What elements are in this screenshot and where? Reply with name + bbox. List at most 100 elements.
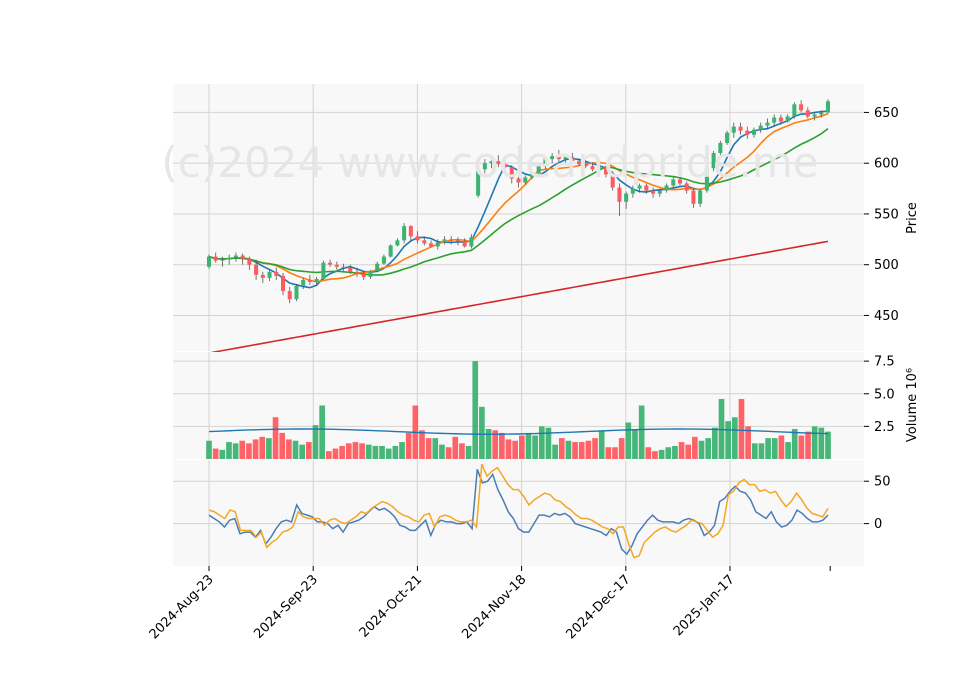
candle-body (583, 164, 588, 167)
candle-body (536, 166, 541, 174)
candle-body (348, 267, 353, 272)
candle-body (745, 130, 750, 135)
candle-body (597, 167, 602, 170)
volume-bar (585, 440, 592, 459)
candle-body (260, 274, 265, 278)
volume-bar (791, 428, 798, 459)
candle-body (684, 183, 689, 191)
volume-bar (771, 438, 778, 459)
candle-body (651, 190, 656, 194)
volume-bar (319, 405, 325, 459)
candle-body (563, 157, 568, 160)
price-tick-label: 550 (874, 207, 899, 222)
price-axis-title: Price (905, 202, 920, 234)
candle-body (799, 104, 804, 111)
candle-body (503, 164, 508, 168)
volume-bar (352, 442, 359, 459)
price-tick-label: 450 (874, 309, 899, 324)
volume-bar (525, 432, 532, 459)
oscillator-tick-label: 50 (874, 475, 891, 490)
volume-bar (232, 443, 239, 459)
volume-bar (665, 447, 672, 459)
moving-average-line (208, 112, 829, 283)
volume-bar (379, 445, 385, 459)
volume-bar (818, 427, 825, 459)
volume-bar (212, 448, 219, 459)
volume-bar (299, 444, 306, 459)
moving-average-line (208, 110, 829, 289)
candle-body (368, 270, 373, 277)
candle-body (287, 291, 292, 300)
volume-bar (638, 405, 645, 459)
volume-bar (505, 439, 512, 459)
candle-body (731, 126, 736, 133)
candle-body (274, 271, 279, 276)
volume-bar (705, 438, 712, 459)
candle-body (785, 116, 790, 122)
candle-body (462, 241, 467, 247)
volume-bar (266, 438, 272, 459)
volume-panel: 2.5 5.0 7.5 (173, 352, 895, 459)
candle-body (294, 286, 299, 300)
price-tick-label: 600 (874, 157, 899, 172)
volume-bar (605, 447, 612, 459)
candle-body (375, 263, 380, 271)
candle-body (556, 156, 561, 160)
volume-bar (825, 431, 831, 459)
price-tick-label: 650 (874, 106, 899, 121)
volume-bar (598, 430, 605, 459)
oscillator-line (208, 469, 829, 556)
x-axis: 2024-Aug-23 2024-Sep-23 2024-Oct-21 2024-No… (147, 566, 831, 642)
candle-body (233, 255, 238, 258)
candle-body (617, 187, 622, 202)
volume-bar (206, 440, 212, 459)
volume-tick-label: 7.5 (874, 355, 895, 370)
volume-bar (538, 426, 545, 459)
volume-bar (658, 449, 665, 459)
volume-bar (712, 427, 718, 459)
candle-body (482, 163, 487, 170)
candle-body (778, 117, 783, 122)
volume-bar (405, 432, 412, 459)
volume-average-line (208, 428, 829, 435)
volume-bar (805, 431, 811, 459)
volume-tick-label: 2.5 (874, 420, 895, 435)
candle-body (637, 185, 642, 189)
candle-body (280, 275, 286, 292)
volume-bar (545, 427, 552, 459)
x-tick-label: 2024-Sep-23 (251, 572, 321, 642)
volume-bar (439, 444, 445, 459)
volume-bar (359, 443, 365, 459)
volume-bar (731, 417, 738, 459)
volume-bar (372, 445, 379, 459)
oscillator-tick-label: 0 (874, 517, 882, 532)
candle-body (301, 279, 306, 287)
candle-body (341, 266, 346, 268)
candle-body (388, 245, 393, 257)
volume-bar (592, 438, 598, 459)
candle-body (570, 157, 575, 162)
candle-body (711, 153, 716, 169)
volume-bar (385, 448, 392, 459)
volume-tick-label: 5.0 (874, 387, 895, 402)
volume-bar (558, 438, 565, 459)
candle-body (603, 167, 608, 175)
volume-bar (785, 442, 791, 459)
volume-bar (512, 440, 519, 459)
panel-background (173, 460, 864, 566)
candle-body (718, 142, 723, 154)
candle-body (328, 262, 333, 265)
candle-body (455, 240, 460, 242)
x-tick-label: 2024-Nov-18 (459, 572, 529, 642)
candle-body (321, 262, 326, 279)
candle-body (422, 240, 427, 244)
candle-body (213, 256, 218, 261)
volume-bar (672, 445, 678, 459)
moving-average-line (208, 240, 829, 354)
candle-body (220, 259, 225, 261)
candle-body (355, 271, 360, 274)
candle-body (630, 188, 635, 194)
candle-body (765, 122, 770, 126)
candle-body (435, 242, 440, 247)
